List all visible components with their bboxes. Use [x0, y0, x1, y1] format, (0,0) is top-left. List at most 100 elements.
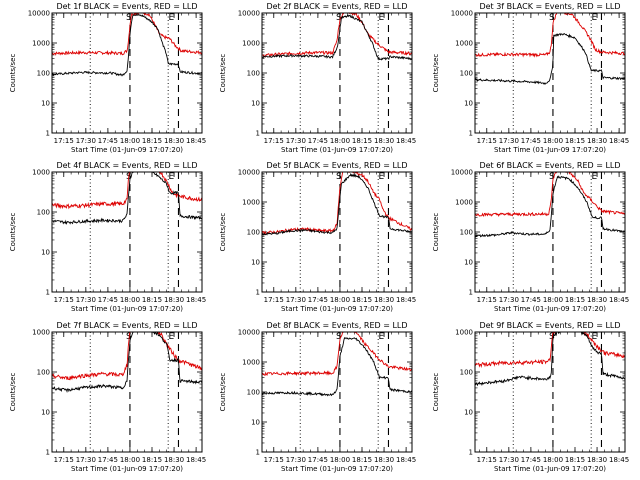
y-tick-label: 1	[469, 130, 473, 138]
x-tick-label: 18:00	[543, 137, 563, 145]
detector-panel: Det 7f BLACK = Events, RED = LLD 1 10 100 10…	[9, 321, 206, 473]
x-tick-label: 17:30	[286, 137, 306, 145]
x-tick-label: 18:00	[543, 456, 563, 464]
x-tick-label: 17:30	[286, 456, 306, 464]
x-axis-label: Start Time (01-Jun-09 17:07:20)	[281, 146, 393, 154]
x-tick-label: 18:15	[142, 137, 162, 145]
y-tick-label: 1000	[455, 40, 473, 48]
x-tick-label: 18:00	[120, 296, 140, 304]
x-tick-label: 18:45	[186, 456, 206, 464]
x-axis-label: Start Time (01-Jun-09 17:07:20)	[71, 305, 183, 313]
plot-frame	[261, 171, 413, 293]
end-marker-label: E	[378, 13, 384, 23]
start-marker-label: S	[336, 172, 342, 182]
y-tick-label: 10	[464, 409, 473, 417]
end-marker-label: E	[168, 172, 174, 182]
y-tick-label: 100	[460, 70, 473, 78]
detector-panel: Det 8f BLACK = Events, RED = LLD 1 10 100 10…	[219, 321, 416, 473]
panel-title: Det 1f BLACK = Events, RED = LLD	[56, 2, 197, 11]
y-tick-label: 1	[256, 449, 260, 457]
x-tick-label: 18:00	[543, 296, 563, 304]
y-tick-label: 1	[469, 449, 473, 457]
x-tick-label: 18:45	[396, 456, 416, 464]
plot-frame	[261, 12, 413, 134]
y-tick-label: 1	[469, 289, 473, 297]
y-tick-label: 1000	[455, 329, 473, 337]
events-series-line	[475, 332, 625, 387]
x-axis-label: Start Time (01-Jun-09 17:07:20)	[281, 465, 393, 473]
y-tick-label: 10	[41, 100, 50, 108]
panel-title: Det 4f BLACK = Events, RED = LLD	[56, 161, 197, 170]
x-tick-label: 17:30	[286, 296, 306, 304]
y-tick-label: 1	[256, 130, 260, 138]
start-marker-label: S	[549, 13, 555, 23]
y-tick-label: 10000	[451, 169, 473, 177]
y-tick-label: 1	[256, 289, 260, 297]
x-tick-label: 18:15	[565, 137, 585, 145]
panel-title: Det 8f BLACK = Events, RED = LLD	[266, 321, 407, 330]
x-tick-label: 18:45	[609, 456, 629, 464]
y-tick-label: 10	[464, 259, 473, 267]
events-series-line	[475, 32, 625, 86]
x-tick-label: 17:15	[477, 137, 497, 145]
events-series-line	[52, 332, 202, 394]
y-tick-label: 100	[247, 70, 260, 78]
detector-panel: Det 2f BLACK = Events, RED = LLD 1 10 100 10…	[219, 2, 416, 154]
y-axis-label: Counts/sec	[432, 373, 440, 412]
lld-series-line	[475, 172, 625, 218]
x-tick-label: 17:15	[264, 456, 284, 464]
y-tick-label: 1000	[242, 359, 260, 367]
x-tick-label: 18:30	[374, 456, 394, 464]
x-tick-label: 18:00	[120, 137, 140, 145]
x-axis-label: Start Time (01-Jun-09 17:07:20)	[71, 465, 183, 473]
detector-panel: Det 1f BLACK = Events, RED = LLD 1 10 100 10…	[9, 2, 206, 154]
x-tick-label: 17:15	[54, 137, 74, 145]
y-tick-label: 10000	[238, 169, 260, 177]
end-marker-label: E	[168, 332, 174, 342]
x-tick-label: 17:30	[76, 296, 96, 304]
lld-series-line	[52, 13, 202, 56]
x-tick-label: 17:30	[76, 137, 96, 145]
y-tick-label: 10	[251, 419, 260, 427]
x-axis-label: Start Time (01-Jun-09 17:07:20)	[494, 305, 606, 313]
lld-series-line	[475, 332, 625, 369]
y-tick-label: 100	[37, 70, 50, 78]
y-tick-label: 1000	[32, 329, 50, 337]
x-tick-label: 17:45	[521, 456, 541, 464]
x-tick-label: 18:30	[374, 137, 394, 145]
plot-frame	[51, 171, 203, 293]
x-tick-label: 18:15	[142, 456, 162, 464]
x-tick-label: 17:30	[499, 296, 519, 304]
x-tick-label: 18:45	[396, 137, 416, 145]
y-tick-label: 10	[41, 409, 50, 417]
x-tick-label: 18:45	[609, 137, 629, 145]
end-marker-label: E	[378, 332, 384, 342]
x-tick-label: 18:30	[587, 456, 607, 464]
end-marker-label: E	[591, 172, 597, 182]
x-tick-label: 18:30	[164, 137, 184, 145]
x-tick-label: 18:30	[587, 296, 607, 304]
y-axis-label: Counts/sec	[9, 213, 17, 252]
start-marker-label: S	[336, 13, 342, 23]
y-tick-label: 100	[247, 229, 260, 237]
x-tick-label: 17:45	[98, 296, 118, 304]
plot-frame	[474, 331, 626, 453]
x-tick-label: 18:00	[120, 456, 140, 464]
x-axis-label: Start Time (01-Jun-09 17:07:20)	[494, 465, 606, 473]
x-tick-label: 17:15	[54, 456, 74, 464]
x-tick-label: 18:15	[352, 456, 372, 464]
x-tick-label: 17:15	[477, 456, 497, 464]
x-tick-label: 18:45	[609, 296, 629, 304]
y-tick-label: 1000	[32, 40, 50, 48]
x-tick-label: 18:00	[330, 296, 350, 304]
lld-series-line	[475, 13, 625, 58]
y-tick-label: 1	[46, 289, 50, 297]
panel-title: Det 7f BLACK = Events, RED = LLD	[56, 321, 197, 330]
events-series-line	[262, 336, 412, 397]
x-tick-label: 17:45	[521, 137, 541, 145]
panel-title: Det 9f BLACK = Events, RED = LLD	[479, 321, 620, 330]
y-tick-label: 100	[37, 209, 50, 217]
x-tick-label: 18:45	[186, 137, 206, 145]
x-tick-label: 17:45	[98, 456, 118, 464]
x-tick-label: 18:15	[565, 456, 585, 464]
